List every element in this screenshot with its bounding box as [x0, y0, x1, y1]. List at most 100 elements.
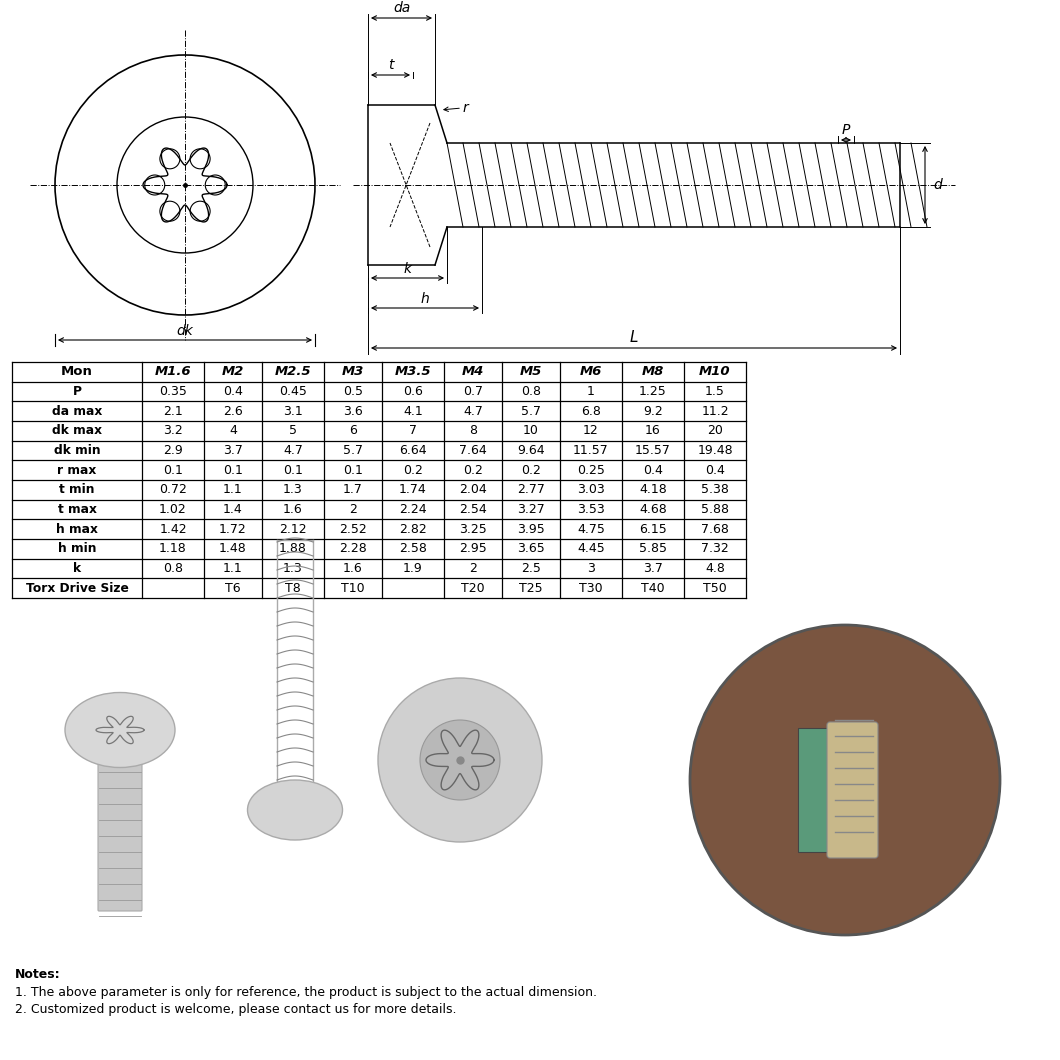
Text: 5.88: 5.88 — [701, 504, 729, 516]
Text: 5.85: 5.85 — [639, 543, 667, 555]
Text: 1.9: 1.9 — [403, 562, 423, 575]
Text: 0.35: 0.35 — [159, 385, 187, 398]
Text: 7.32: 7.32 — [701, 543, 729, 555]
Text: 2.95: 2.95 — [459, 543, 487, 555]
Text: 0.4: 0.4 — [643, 463, 662, 477]
Text: M2: M2 — [222, 366, 244, 378]
Text: 1.4: 1.4 — [223, 504, 243, 516]
Text: 4.7: 4.7 — [463, 405, 483, 418]
Text: dk: dk — [177, 324, 193, 338]
Text: 3: 3 — [587, 562, 595, 575]
Text: M3: M3 — [341, 366, 365, 378]
Text: T8: T8 — [285, 582, 301, 595]
Text: M8: M8 — [641, 366, 665, 378]
FancyBboxPatch shape — [98, 761, 142, 911]
Text: L: L — [630, 331, 638, 346]
Text: da max: da max — [52, 405, 102, 418]
Text: 4.7: 4.7 — [283, 444, 303, 457]
Text: 4.18: 4.18 — [639, 483, 667, 496]
FancyBboxPatch shape — [827, 722, 878, 858]
Text: 0.1: 0.1 — [223, 463, 243, 477]
Text: 3.95: 3.95 — [517, 523, 545, 535]
Text: 6.8: 6.8 — [581, 405, 601, 418]
Text: 4.45: 4.45 — [577, 543, 605, 555]
Text: 5.7: 5.7 — [522, 405, 541, 418]
Text: P: P — [842, 123, 850, 137]
Text: 1: 1 — [587, 385, 595, 398]
Text: 2.28: 2.28 — [339, 543, 367, 555]
Text: 3.27: 3.27 — [517, 504, 545, 516]
Text: 3.03: 3.03 — [577, 483, 605, 496]
Text: M1.6: M1.6 — [155, 366, 191, 378]
Text: 0.2: 0.2 — [463, 463, 483, 477]
Text: 7: 7 — [409, 424, 417, 438]
Text: M4: M4 — [462, 366, 484, 378]
Text: 6.15: 6.15 — [639, 523, 667, 535]
Text: 4.8: 4.8 — [705, 562, 725, 575]
Text: 1.6: 1.6 — [283, 504, 303, 516]
Text: 7.68: 7.68 — [701, 523, 729, 535]
Text: 1.7: 1.7 — [343, 483, 363, 496]
Circle shape — [690, 625, 1000, 935]
Text: h max: h max — [56, 523, 98, 535]
Text: T25: T25 — [519, 582, 543, 595]
FancyBboxPatch shape — [798, 728, 856, 852]
Text: P: P — [72, 385, 82, 398]
Text: 2.12: 2.12 — [279, 523, 306, 535]
Text: r max: r max — [57, 463, 96, 477]
Text: dk max: dk max — [52, 424, 102, 438]
Text: 6: 6 — [349, 424, 357, 438]
Text: 0.1: 0.1 — [283, 463, 303, 477]
Text: 8: 8 — [469, 424, 477, 438]
Text: T10: T10 — [341, 582, 365, 595]
Text: k: k — [404, 262, 411, 276]
Text: M2.5: M2.5 — [275, 366, 312, 378]
Text: Mon: Mon — [61, 366, 93, 378]
Text: 5.38: 5.38 — [701, 483, 729, 496]
Text: 12: 12 — [583, 424, 599, 438]
Text: 2.54: 2.54 — [459, 504, 487, 516]
Text: 2. Customized product is welcome, please contact us for more details.: 2. Customized product is welcome, please… — [15, 1003, 457, 1015]
Text: M6: M6 — [580, 366, 602, 378]
Text: 4.1: 4.1 — [403, 405, 423, 418]
Text: 2.1: 2.1 — [163, 405, 183, 418]
Text: 0.4: 0.4 — [705, 463, 725, 477]
Text: 3.2: 3.2 — [163, 424, 183, 438]
Text: 9.2: 9.2 — [643, 405, 662, 418]
Text: da: da — [393, 1, 410, 15]
Text: 3.53: 3.53 — [577, 504, 605, 516]
Text: 3.7: 3.7 — [643, 562, 662, 575]
Text: d: d — [933, 178, 941, 192]
Text: 0.8: 0.8 — [522, 385, 541, 398]
Text: k: k — [73, 562, 81, 575]
Text: 0.1: 0.1 — [163, 463, 183, 477]
Text: 4: 4 — [229, 424, 237, 438]
Text: 0.2: 0.2 — [522, 463, 541, 477]
Text: 3.1: 3.1 — [283, 405, 303, 418]
Text: 7.64: 7.64 — [459, 444, 487, 457]
Ellipse shape — [247, 780, 342, 840]
Text: 4.68: 4.68 — [639, 504, 667, 516]
Text: r: r — [463, 101, 469, 114]
Text: 2.58: 2.58 — [399, 543, 427, 555]
Text: T6: T6 — [225, 582, 241, 595]
Text: 5: 5 — [289, 424, 297, 438]
Text: t min: t min — [59, 483, 94, 496]
Text: dk min: dk min — [54, 444, 101, 457]
Text: 4.75: 4.75 — [577, 523, 605, 535]
Text: 2.9: 2.9 — [163, 444, 183, 457]
Text: 1.6: 1.6 — [343, 562, 363, 575]
Text: 0.25: 0.25 — [577, 463, 605, 477]
Circle shape — [378, 678, 542, 842]
Text: 1. The above parameter is only for reference, the product is subject to the actu: 1. The above parameter is only for refer… — [15, 986, 597, 999]
Ellipse shape — [65, 692, 175, 767]
Text: 0.5: 0.5 — [343, 385, 363, 398]
Text: 2: 2 — [349, 504, 357, 516]
Text: 1.3: 1.3 — [283, 483, 303, 496]
Text: 1.18: 1.18 — [159, 543, 187, 555]
Text: 5.7: 5.7 — [343, 444, 363, 457]
Text: 2.5: 2.5 — [522, 562, 541, 575]
Text: 0.72: 0.72 — [159, 483, 187, 496]
Text: 1.3: 1.3 — [283, 562, 303, 575]
Text: 3.65: 3.65 — [517, 543, 545, 555]
